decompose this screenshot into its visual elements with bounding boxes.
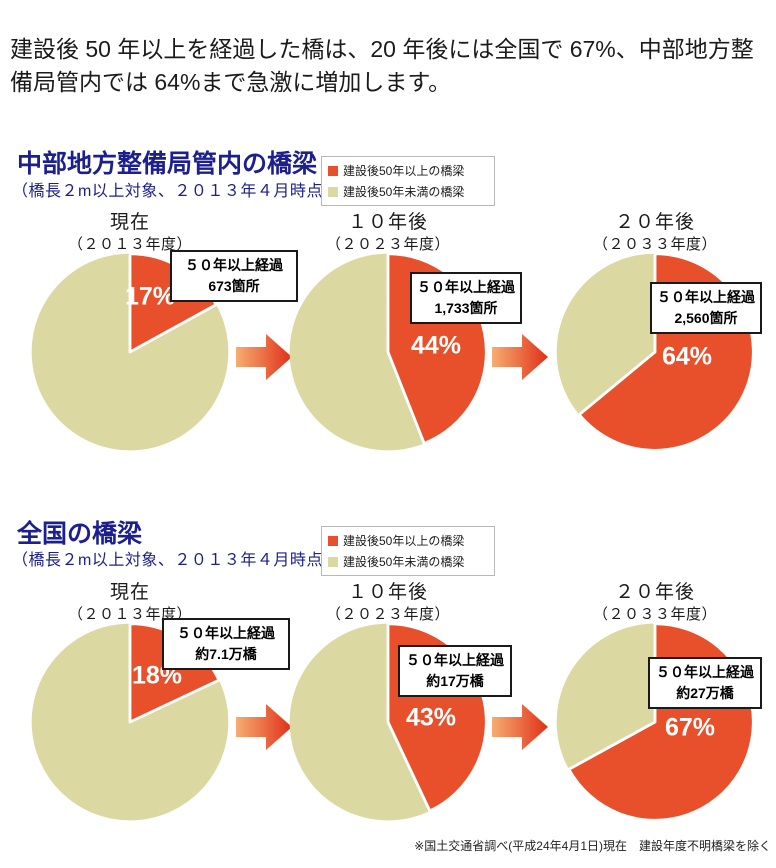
legend: 建設後50年以上の橋梁 建設後50年未満の橋梁 — [321, 156, 495, 206]
pie-chart-chubu-20yr — [556, 252, 755, 452]
callout-line2: 約17万橋 — [426, 673, 484, 689]
callout-line1: ５０年以上経過 — [177, 625, 275, 641]
callout-line1: ５０年以上経過 — [417, 279, 515, 295]
percent-label: 44% — [410, 331, 462, 360]
legend-item: 建設後50年以上の橋梁 — [328, 162, 488, 179]
callout-box: ５０年以上経過 2,560箇所 — [650, 282, 762, 334]
pie-title-10yr: １０年後 （２０２３年度） — [284, 582, 492, 624]
arrow-right-icon — [492, 334, 548, 380]
pie-year-label: （２０３３年度） — [592, 235, 717, 253]
callout-box: ５０年以上経過 約17万橋 — [398, 645, 512, 697]
callout-box: ５０年以上経過 約27万橋 — [648, 657, 762, 709]
pie-chart-nationwide-20yr — [556, 622, 755, 822]
callout-box: ５０年以上経過 673箇所 — [170, 250, 298, 302]
legend-item: 建設後50年未満の橋梁 — [328, 553, 488, 570]
legend-label: 建設後50年未満の橋梁 — [343, 555, 465, 569]
pie-year-label: （２０３３年度） — [592, 605, 717, 623]
arrow-right-icon — [236, 704, 292, 750]
legend: 建設後50年以上の橋梁 建設後50年未満の橋梁 — [321, 526, 495, 576]
percent-label: 67% — [664, 713, 716, 742]
callout-line2: 1,733箇所 — [434, 300, 498, 316]
callout-line2: 約27万橋 — [676, 685, 734, 701]
pie-period-label: ２０年後 — [614, 212, 695, 233]
callout-box: ５０年以上経過 約7.1万橋 — [162, 618, 290, 670]
footnote: ※国土交通省調べ(平成24年4月1日)現在 建設年度不明橋梁を除く — [414, 839, 771, 853]
pie-year-label: （２０１３年度） — [67, 605, 192, 623]
legend-label: 建設後50年以上の橋梁 — [343, 534, 465, 548]
legend-swatch-under50-icon — [328, 186, 338, 197]
pie-title-present: 現在 （２０１３年度） — [26, 212, 234, 254]
legend-label: 建設後50年以上の橋梁 — [343, 164, 465, 178]
legend-swatch-over50-icon — [328, 165, 338, 176]
legend-label: 建設後50年未満の橋梁 — [343, 185, 465, 199]
callout-line2: 673箇所 — [208, 278, 260, 294]
pie-period-label: １０年後 — [347, 212, 428, 233]
arrow-right-icon — [236, 334, 292, 380]
percent-label: 43% — [405, 703, 457, 732]
section-subtitle: （橋長２m以上対象、２０１３年４月時点） — [12, 552, 340, 569]
pie-year-label: （２０２３年度） — [325, 235, 450, 253]
pie-title-20yr: ２０年後 （２０３３年度） — [551, 582, 759, 624]
pie-year-label: （２０２３年度） — [325, 605, 450, 623]
pie-period-label: 現在 — [109, 582, 150, 603]
callout-line1: ５０年以上経過 — [406, 652, 504, 668]
legend-swatch-under50-icon — [328, 556, 338, 567]
section-title: 中部地方整備局管内の橋梁 — [17, 150, 318, 178]
intro-text: 建設後 50 年以上を経過した橋は、20 年後には全国で 67%、中部地方整備局… — [10, 36, 754, 95]
callout-line1: ５０年以上経過 — [185, 257, 283, 273]
percent-label: 17% — [124, 282, 176, 311]
callout-line2: 約7.1万橋 — [195, 646, 257, 662]
pie-period-label: ２０年後 — [614, 582, 695, 603]
section-title: 全国の橋梁 — [17, 520, 143, 548]
arrow-right-icon — [492, 704, 548, 750]
pie-title-20yr: ２０年後 （２０３３年度） — [551, 212, 759, 254]
pie-year-label: （２０１３年度） — [67, 235, 192, 253]
legend-item: 建設後50年未満の橋梁 — [328, 183, 488, 200]
section-subtitle: （橋長２m以上対象、２０１３年４月時点） — [12, 183, 340, 200]
legend-swatch-over50-icon — [328, 535, 338, 546]
callout-line1: ５０年以上経過 — [656, 664, 754, 680]
pie-period-label: 現在 — [109, 212, 150, 233]
pie-title-present: 現在 （２０１３年度） — [26, 582, 234, 624]
legend-item: 建設後50年以上の橋梁 — [328, 532, 488, 549]
callout-box: ５０年以上経過 1,733箇所 — [410, 272, 522, 324]
pie-period-label: １０年後 — [347, 582, 428, 603]
pie-title-10yr: １０年後 （２０２３年度） — [284, 212, 492, 254]
callout-line2: 2,560箇所 — [674, 310, 738, 326]
percent-label: 64% — [661, 342, 713, 371]
callout-line1: ５０年以上経過 — [657, 289, 755, 305]
